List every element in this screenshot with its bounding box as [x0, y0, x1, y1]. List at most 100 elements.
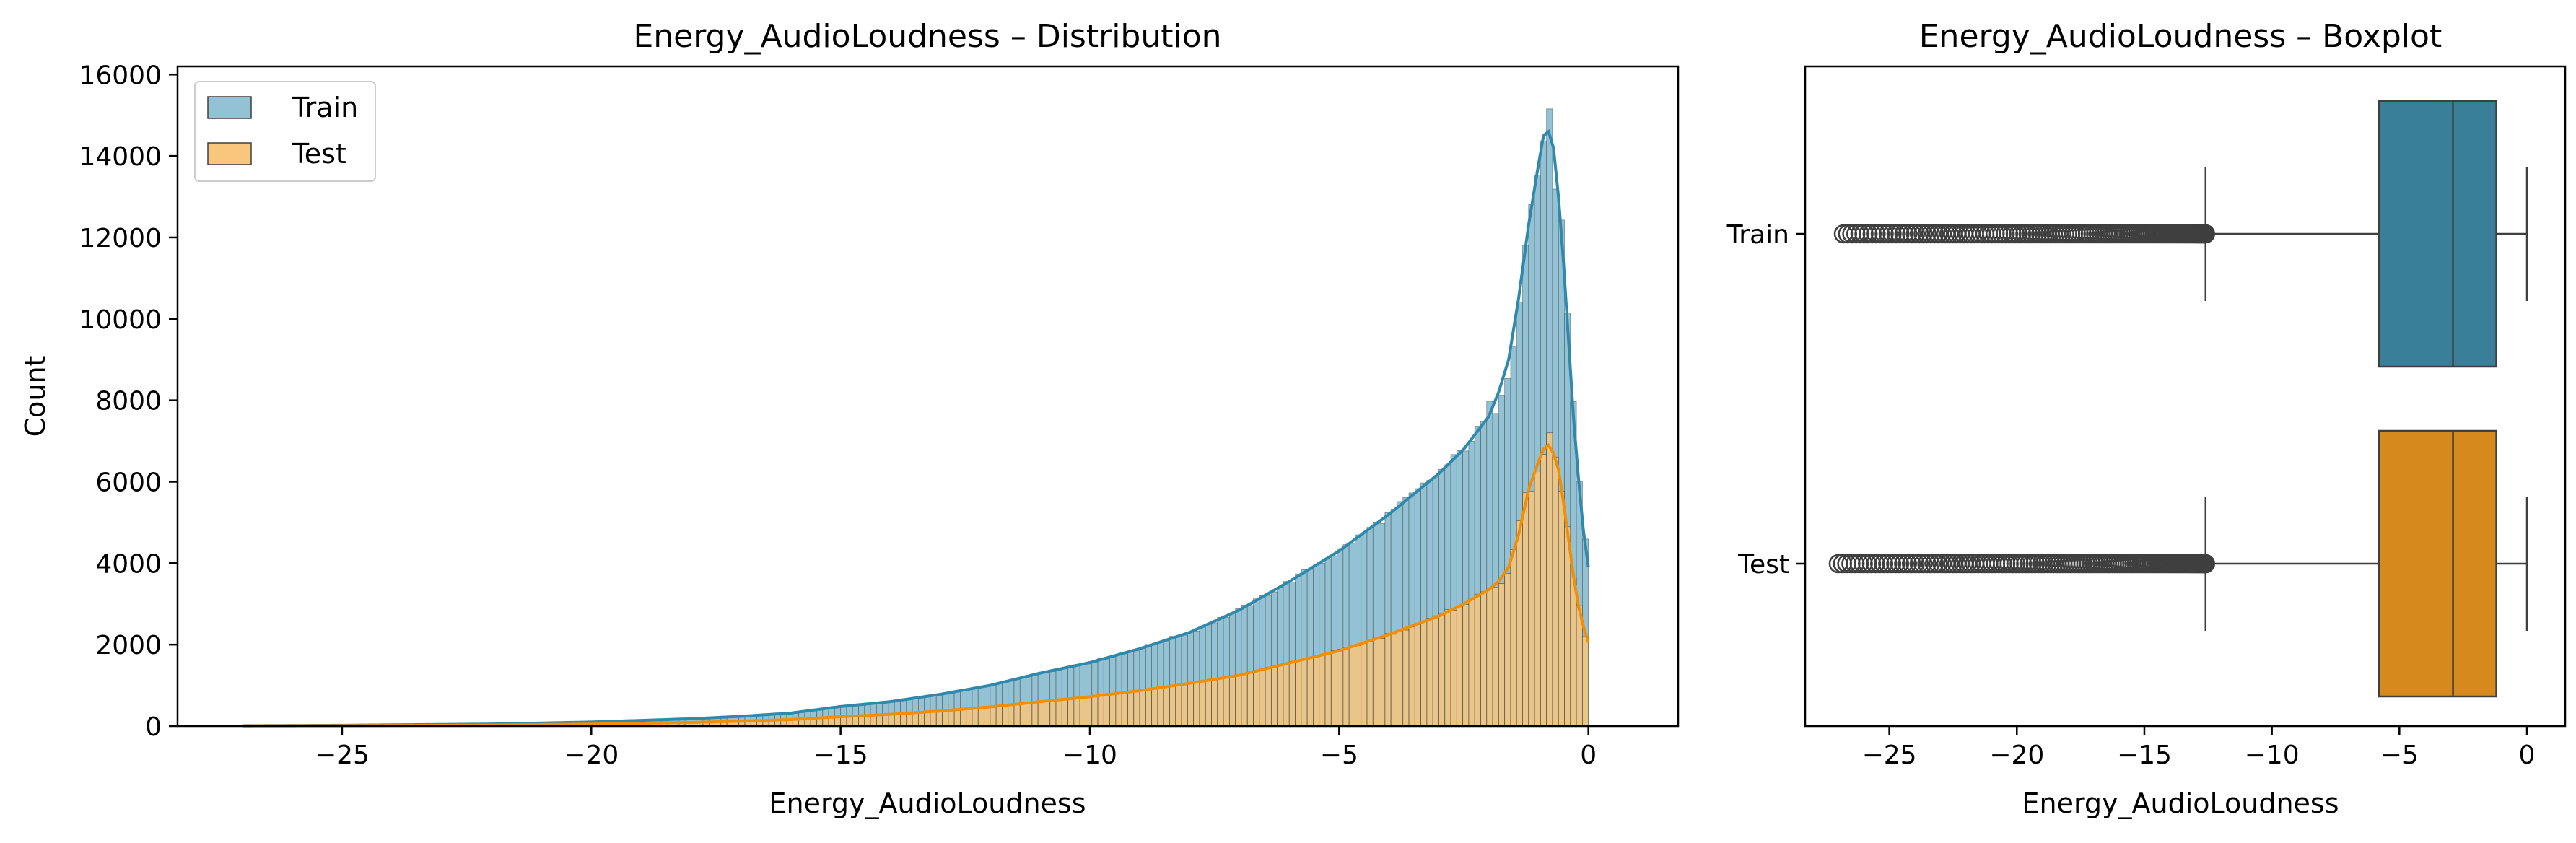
test-bar	[1438, 613, 1446, 727]
boxplot-x-ticks: −25 −20 −15 −10 −5 0	[1862, 726, 2536, 770]
test-bar	[1397, 629, 1404, 727]
x-tick-label: −20	[1989, 741, 2044, 770]
test-bar	[1348, 646, 1355, 727]
test-bar	[1259, 670, 1266, 727]
test-bar	[888, 714, 895, 727]
test-bar	[1127, 691, 1135, 727]
test-bar	[1372, 637, 1379, 727]
test-bar	[1504, 573, 1511, 727]
test-bar	[972, 707, 979, 727]
test-bar	[1049, 700, 1057, 727]
x-tick-label: 0	[1580, 741, 1597, 770]
test-bar	[1570, 577, 1577, 727]
test-bar	[1157, 687, 1164, 727]
test-bar	[1181, 683, 1188, 727]
test-bar	[1581, 636, 1589, 727]
test-bar	[1031, 702, 1039, 727]
test-bar	[1444, 609, 1451, 727]
test-bar	[912, 712, 919, 727]
outlier-marker	[1842, 224, 1861, 244]
test-bar	[1402, 629, 1410, 727]
legend-train-label: Train	[292, 92, 358, 123]
test-bar	[1109, 693, 1117, 727]
test-bar	[977, 707, 984, 727]
test-bar	[1432, 615, 1439, 727]
test-bar	[840, 716, 847, 727]
box-train	[1833, 100, 2528, 368]
test-bar	[1067, 699, 1075, 727]
y-tick-label: 10000	[79, 305, 162, 335]
y-tick-label: 8000	[95, 387, 162, 416]
x-tick-label: 0	[2519, 741, 2536, 770]
y-tick-label: 6000	[95, 468, 162, 497]
test-bar	[1486, 588, 1493, 727]
test-bar	[1288, 660, 1296, 727]
test-bar	[1187, 682, 1195, 727]
test-bar	[1265, 666, 1272, 727]
test-bar	[1534, 471, 1541, 727]
test-bar	[1414, 624, 1422, 727]
test-bar	[1223, 677, 1230, 727]
test-bar	[1079, 697, 1086, 727]
distribution-y-ticks: 0 2000 4000 6000 8000 10000 12000 14000 16000	[79, 61, 178, 742]
test-bar	[876, 714, 883, 727]
test-bar	[1558, 491, 1565, 727]
test-bar	[1516, 520, 1523, 727]
test-bar	[930, 711, 937, 727]
test-bar	[1139, 689, 1146, 727]
legend: Train Test	[194, 81, 376, 182]
test-bar	[882, 714, 889, 727]
test-bar	[948, 709, 955, 727]
test-bar	[1498, 583, 1506, 727]
test-bar	[966, 708, 973, 727]
test-bar	[953, 709, 961, 727]
test-bar	[1169, 684, 1176, 727]
test-bar	[1324, 652, 1332, 727]
test-bar	[935, 711, 943, 727]
test-bar	[1319, 655, 1326, 727]
x-tick-label: −15	[2117, 741, 2172, 770]
test-kde-line	[242, 442, 1590, 728]
test-bar	[1552, 456, 1559, 727]
test-bar	[1546, 432, 1553, 727]
test-bar	[1163, 686, 1170, 727]
test-bar	[917, 712, 925, 727]
y-tick-label: 12000	[79, 224, 162, 253]
distribution-title: Energy_AudioLoudness – Distribution	[633, 18, 1221, 55]
distribution-axes-frame	[176, 65, 1680, 728]
test-bar	[1270, 665, 1278, 727]
y-tick-label: 16000	[79, 61, 162, 90]
test-bar	[1426, 618, 1433, 727]
x-tick-label: −5	[1320, 741, 1358, 770]
test-bar	[1002, 705, 1009, 727]
distribution-y-label: Count	[19, 356, 51, 437]
boxplot-title: Energy_AudioLoudness – Boxplot	[1919, 18, 2442, 55]
boxplot-boxes	[1828, 100, 2528, 698]
test-bar	[1295, 660, 1302, 727]
test-bar	[959, 708, 967, 727]
test-bar	[1133, 691, 1140, 727]
test-bar	[1480, 591, 1488, 727]
test-bar	[924, 712, 931, 727]
legend-test-label: Test	[292, 138, 346, 170]
test-bar	[1055, 699, 1062, 727]
outlier-marker	[1846, 224, 1866, 244]
test-bar	[1199, 680, 1206, 727]
test-bar	[1211, 679, 1218, 727]
test-bar	[1283, 663, 1290, 727]
x-tick-label: −5	[2380, 741, 2419, 770]
test-bar	[1379, 638, 1386, 727]
test-bar	[1103, 694, 1111, 727]
test-bar	[1528, 490, 1535, 727]
outlier-marker	[1838, 224, 1858, 244]
legend-test-swatch	[207, 142, 252, 165]
x-tick-label: −20	[564, 741, 619, 770]
boxplot-x-label: Energy_AudioLoudness	[2022, 787, 2339, 819]
test-bar	[1061, 699, 1068, 727]
distribution-x-label: Energy_AudioLoudness	[769, 787, 1086, 819]
test-bar	[1205, 679, 1212, 727]
test-bar	[852, 715, 859, 727]
outlier-marker	[1828, 554, 1848, 574]
test-bar	[1097, 695, 1104, 727]
y-tick-label: 14000	[79, 142, 162, 172]
